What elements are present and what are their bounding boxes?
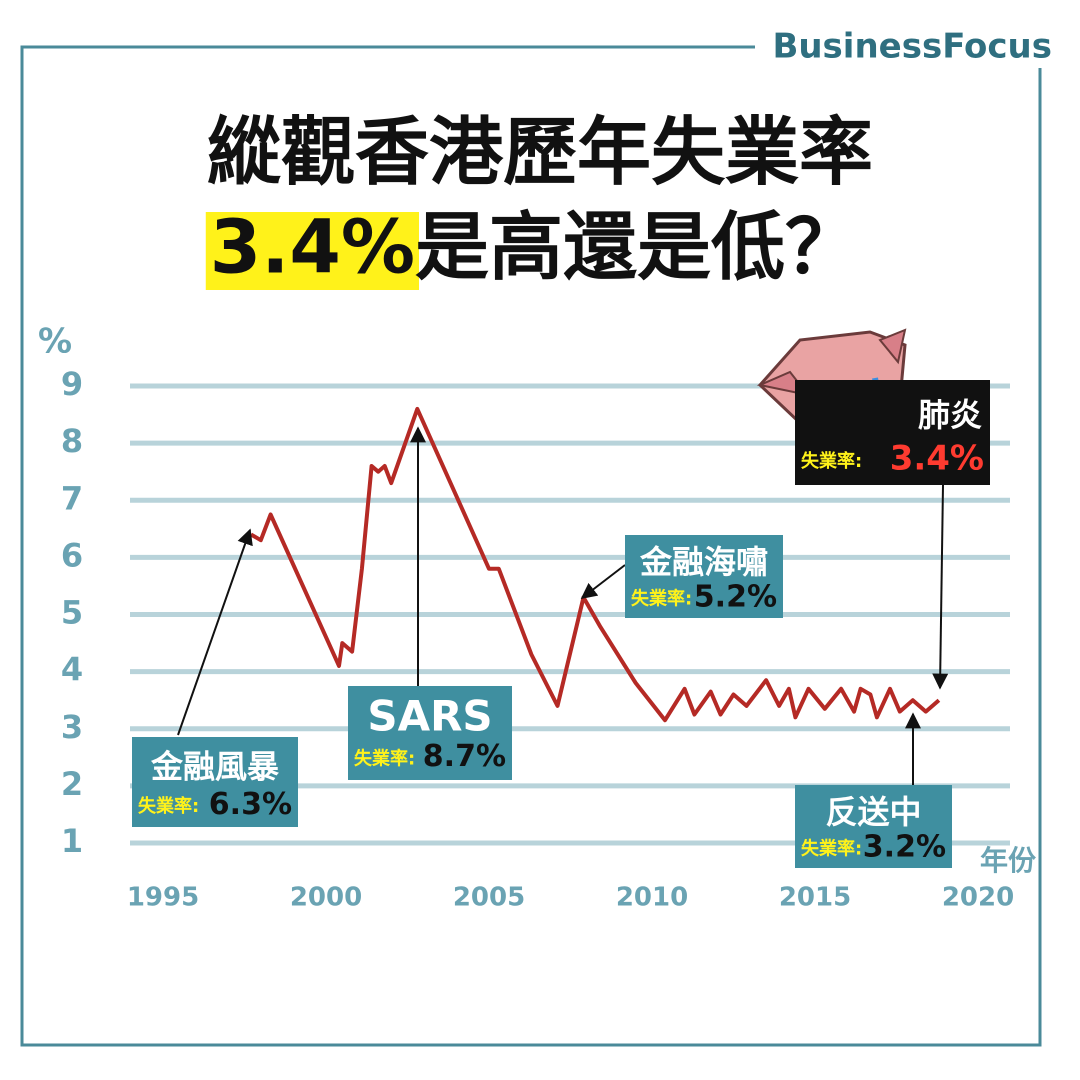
annotation-box xyxy=(795,785,952,868)
x-tick-label: 2010 xyxy=(616,883,688,913)
annotation-label: 肺炎 xyxy=(918,396,982,434)
annotation-box xyxy=(795,380,990,485)
annotation-rate: 5.2% xyxy=(694,580,777,615)
annotation-box xyxy=(625,535,783,618)
annotation-arrow xyxy=(177,528,253,736)
y-tick-label: 1 xyxy=(61,822,83,860)
annotation-arrow xyxy=(580,564,626,599)
annotation-rate: 8.7% xyxy=(423,739,506,774)
x-tick-label: 2000 xyxy=(290,883,362,913)
annotation-label: 金融海嘯 xyxy=(639,543,768,581)
annotation-rate-label: 失業率: xyxy=(354,747,415,769)
y-tick-label: 3 xyxy=(61,708,83,746)
y-tick-label: 7 xyxy=(61,479,83,517)
brand: BusinessFocus xyxy=(772,27,1052,67)
annotation-rate: 3.2% xyxy=(863,830,946,865)
y-axis-label: % xyxy=(38,322,72,362)
data-line xyxy=(249,406,941,723)
annotation-rate: 3.4% xyxy=(890,438,984,478)
annotation-rate-label: 失業率: xyxy=(801,450,862,472)
y-tick-label: 5 xyxy=(61,594,83,632)
y-tick-label: 2 xyxy=(61,765,83,803)
y-tick-label: 6 xyxy=(61,536,83,574)
title: 縱觀香港歷年失業率 xyxy=(207,110,873,196)
annotation-rate: 6.3% xyxy=(209,787,292,822)
x-tick-label: 2020 xyxy=(942,883,1014,913)
x-axis-label: 年份 xyxy=(980,844,1036,877)
x-tick-label: 2015 xyxy=(779,883,851,913)
headline: 是高還是低？ xyxy=(415,205,859,291)
annotation-label: SARS xyxy=(367,691,492,740)
x-tick-label: 1995 xyxy=(127,883,199,913)
y-tick-label: 8 xyxy=(61,422,83,460)
annotation-label: 反送中 xyxy=(825,793,921,831)
annotation-rate-label: 失業率: xyxy=(801,838,862,860)
highlight xyxy=(205,212,419,290)
y-tick-label: 9 xyxy=(61,365,83,403)
headline-highlight: 3.4% xyxy=(210,205,415,291)
annotation-arrow xyxy=(932,484,949,690)
annotation-rate-label: 失業率: xyxy=(138,795,199,817)
y-tick-label: 4 xyxy=(61,651,83,689)
annotation-box xyxy=(132,737,298,827)
annotation-rate-label: 失業率: xyxy=(631,588,692,610)
frame xyxy=(20,45,1042,1047)
x-tick-label: 2005 xyxy=(453,883,525,913)
annotation-box xyxy=(348,686,512,780)
annotation-label: 金融風暴 xyxy=(150,748,279,786)
